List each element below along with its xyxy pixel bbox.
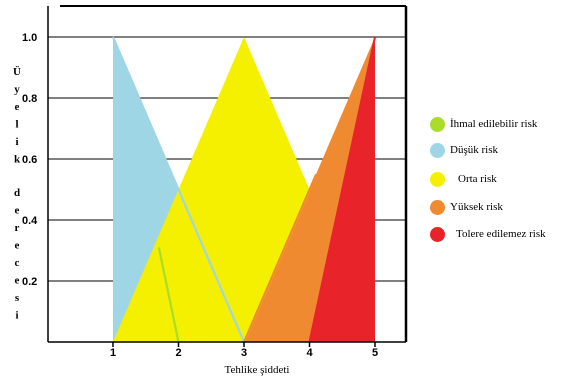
legend-swatch bbox=[430, 116, 445, 132]
legend-item: Tolere edilemez risk bbox=[430, 225, 546, 243]
x-tick-label: 5 bbox=[372, 347, 378, 359]
y-tick-label: 0.6 bbox=[22, 154, 37, 166]
legend-swatch bbox=[430, 226, 445, 242]
x-tick-label: 4 bbox=[306, 347, 313, 359]
y-tick-label: 0.8 bbox=[22, 93, 37, 105]
series-edge-5 bbox=[308, 36, 376, 343]
legend-item: Yüksek risk bbox=[430, 198, 503, 216]
legend-label: Düşük risk bbox=[450, 144, 498, 156]
x-tick-label: 3 bbox=[241, 347, 247, 359]
y-tick-label: 0.2 bbox=[22, 276, 37, 288]
legend-swatch bbox=[430, 199, 445, 215]
axes bbox=[47, 5, 408, 347]
series-edge-1 bbox=[111, 36, 246, 343]
series-edge-2 bbox=[157, 247, 180, 343]
legend-label: Yüksek risk bbox=[450, 201, 503, 213]
legend-item: Düşük risk bbox=[430, 141, 498, 159]
x-tick-label: 2 bbox=[175, 347, 181, 359]
legend-label: Tolere edilemez risk bbox=[456, 228, 546, 240]
y-tick-label: 0.4 bbox=[22, 215, 38, 227]
x-axis-label: Tehlike şiddeti bbox=[225, 364, 290, 376]
x-tick-label: 1 bbox=[110, 347, 116, 359]
legend-swatch bbox=[430, 171, 445, 187]
legend-item: İhmal edilebilir risk bbox=[430, 115, 537, 133]
y-tick-label: 1.0 bbox=[22, 32, 37, 44]
legend-label: İhmal edilebilir risk bbox=[450, 118, 538, 130]
legend-label: Orta risk bbox=[458, 173, 497, 185]
legend-swatch bbox=[430, 142, 445, 158]
legend-item: Orta risk bbox=[430, 170, 497, 188]
series-areas bbox=[113, 37, 375, 342]
series-edge-4 bbox=[243, 173, 317, 343]
series-lines bbox=[111, 36, 376, 343]
